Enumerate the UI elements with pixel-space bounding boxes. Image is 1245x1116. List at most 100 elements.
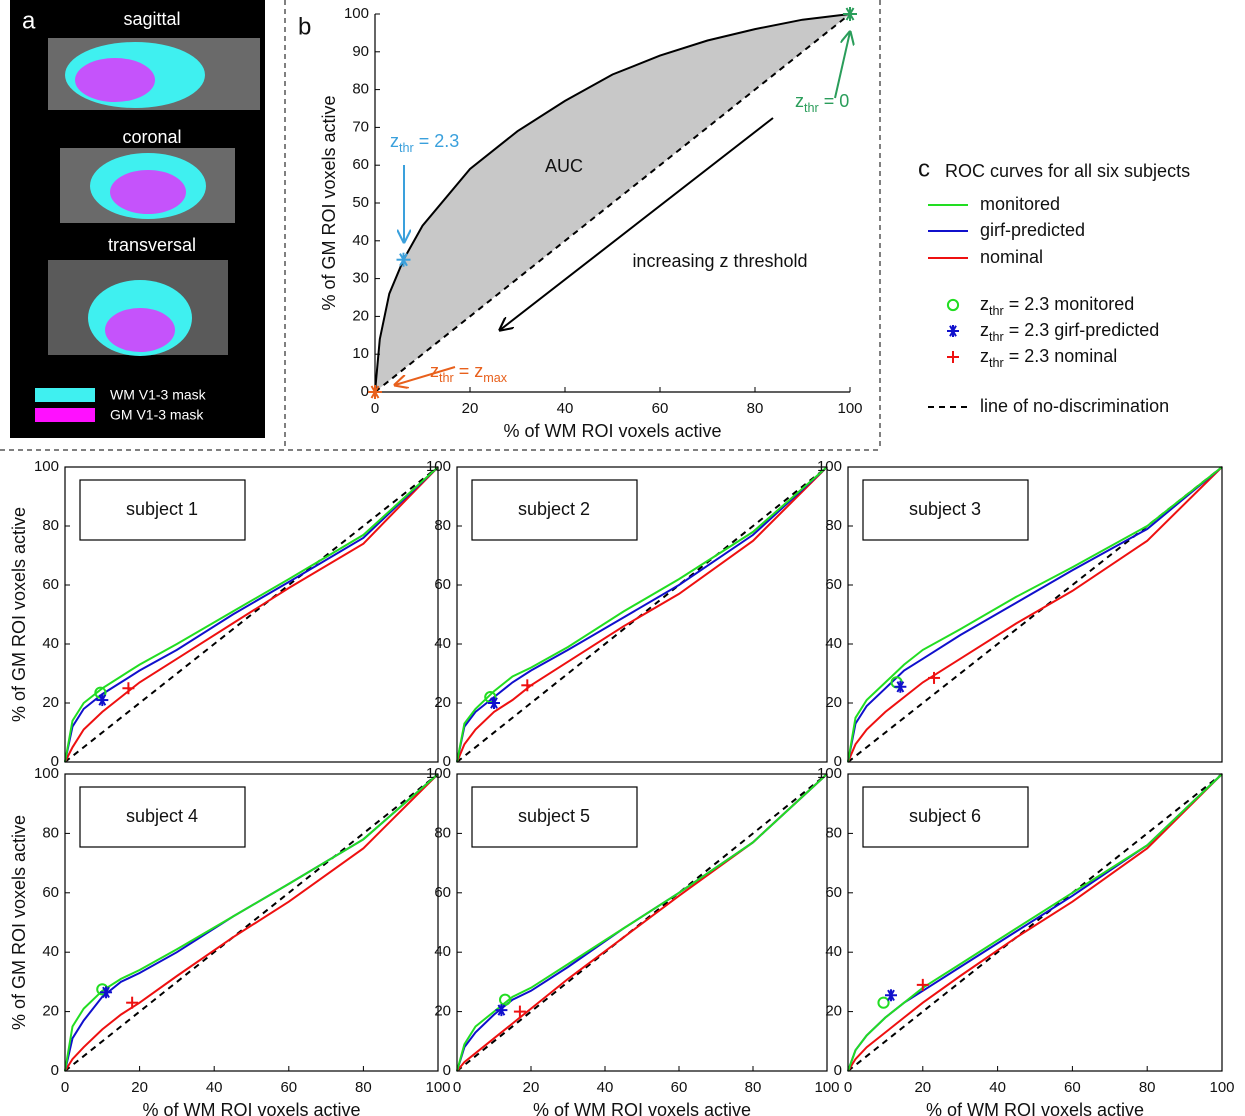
subscript: thr (804, 101, 819, 115)
y-tick-label: 60 (434, 576, 451, 593)
chart-title: subject 2 (518, 499, 590, 519)
y-tick-label: 0 (361, 383, 369, 400)
y-tick-label: 0 (51, 1062, 59, 1079)
annotation: zthr = 2.3 (390, 131, 459, 156)
y-tick-label: 20 (434, 694, 451, 711)
legend-label: monitored (980, 194, 1060, 214)
y-tick-label: 90 (352, 43, 369, 60)
y-axis-label: % of GM ROI voxels active (9, 815, 29, 1030)
marker (947, 325, 959, 337)
subscript: thr (989, 304, 1004, 318)
y-tick-label: 0 (834, 1062, 842, 1079)
legend-swatch (35, 408, 95, 422)
text-part: z (980, 320, 989, 340)
x-tick-label: 100 (1209, 1079, 1234, 1096)
y-tick-label: 60 (825, 576, 842, 593)
x-tick-label: 0 (844, 1079, 852, 1096)
y-tick-label: 0 (443, 1062, 451, 1079)
x-tick-label: 20 (914, 1079, 931, 1096)
y-tick-label: 40 (825, 943, 842, 960)
panel-label: c (918, 155, 930, 182)
subscript: thr (989, 330, 1004, 344)
x-axis-label: % of WM ROI voxels active (533, 1100, 751, 1116)
text-part: z (390, 131, 399, 151)
x-tick-label: 0 (371, 400, 379, 417)
marker-shape (948, 300, 958, 310)
marker (948, 300, 958, 310)
x-tick-label: 20 (131, 1079, 148, 1096)
y-tick-label: 20 (825, 1003, 842, 1020)
annotation: AUC (545, 156, 583, 176)
gm-mask (105, 308, 175, 352)
text-part: = 2.3 (414, 131, 460, 151)
marker (878, 998, 888, 1008)
y-tick-label: 60 (42, 576, 59, 593)
text-part: = z (454, 361, 484, 381)
marker (488, 697, 500, 709)
annotation: increasing z threshold (632, 251, 807, 271)
legend-label: WM V1-3 mask (110, 387, 207, 403)
text-part: = 0 (819, 91, 850, 111)
text-part: z (430, 361, 439, 381)
annotation: zthr = 2.3 monitored (980, 294, 1134, 319)
marker (126, 997, 138, 1009)
x-tick-label: 0 (453, 1079, 461, 1096)
y-tick-label: 40 (434, 635, 451, 652)
text-part: = 2.3 monitored (1004, 294, 1135, 314)
x-axis-label: % of WM ROI voxels active (503, 421, 721, 441)
annotation: zthr = 2.3 girf-predicted (980, 320, 1159, 345)
x-tick-label: 20 (523, 1079, 540, 1096)
chart-title: subject 5 (518, 806, 590, 826)
legend-swatch (35, 388, 95, 402)
x-axis-label: % of WM ROI voxels active (142, 1100, 360, 1116)
subscript: thr (439, 371, 454, 385)
y-tick-label: 80 (352, 81, 369, 98)
y-tick-label: 100 (426, 458, 451, 475)
legend-title: ROC curves for all six subjects (945, 161, 1190, 181)
y-tick-label: 60 (825, 884, 842, 901)
annotation: zthr = zmax (430, 361, 508, 386)
x-tick-label: 60 (1064, 1079, 1081, 1096)
y-tick-label: 30 (352, 270, 369, 287)
marker (521, 679, 533, 691)
y-tick-label: 20 (352, 307, 369, 324)
x-tick-label: 80 (747, 400, 764, 417)
text-part: = 2.3 girf-predicted (1004, 320, 1160, 340)
page: { "panel_a": {"label": "a", "views": ["s… (0, 0, 1245, 1116)
y-tick-label: 50 (352, 194, 369, 211)
subscript: max (483, 371, 507, 385)
y-tick-label: 80 (434, 824, 451, 841)
annotation: zthr = 2.3 nominal (980, 346, 1117, 371)
legend-label: line of no-discrimination (980, 396, 1169, 416)
y-tick-label: 60 (42, 884, 59, 901)
view-label: coronal (122, 127, 181, 147)
marker (96, 694, 108, 706)
text-part: z (980, 346, 989, 366)
y-tick-label: 20 (42, 694, 59, 711)
legend-label: girf-predicted (980, 220, 1085, 240)
x-tick-label: 40 (989, 1079, 1006, 1096)
subscript: thr (399, 141, 414, 155)
marker (122, 682, 134, 694)
y-tick-label: 100 (426, 765, 451, 782)
y-tick-label: 60 (352, 156, 369, 173)
x-tick-label: 20 (462, 400, 479, 417)
x-tick-label: 100 (837, 400, 862, 417)
text-part: = 2.3 nominal (1004, 346, 1118, 366)
y-tick-label: 40 (434, 943, 451, 960)
text-part: increasing z threshold (632, 251, 807, 271)
gm-mask (110, 170, 186, 214)
text-part: z (795, 91, 804, 111)
marker (894, 681, 906, 693)
x-tick-label: 100 (425, 1079, 450, 1096)
y-tick-label: 100 (34, 765, 59, 782)
y-tick-label: 40 (42, 635, 59, 652)
x-tick-label: 60 (280, 1079, 297, 1096)
x-tick-label: 80 (745, 1079, 762, 1096)
x-tick-label: 80 (1139, 1079, 1156, 1096)
arrow (835, 32, 850, 98)
subscript: thr (989, 356, 1004, 370)
x-tick-label: 60 (671, 1079, 688, 1096)
x-tick-label: 40 (597, 1079, 614, 1096)
y-tick-label: 80 (42, 517, 59, 534)
